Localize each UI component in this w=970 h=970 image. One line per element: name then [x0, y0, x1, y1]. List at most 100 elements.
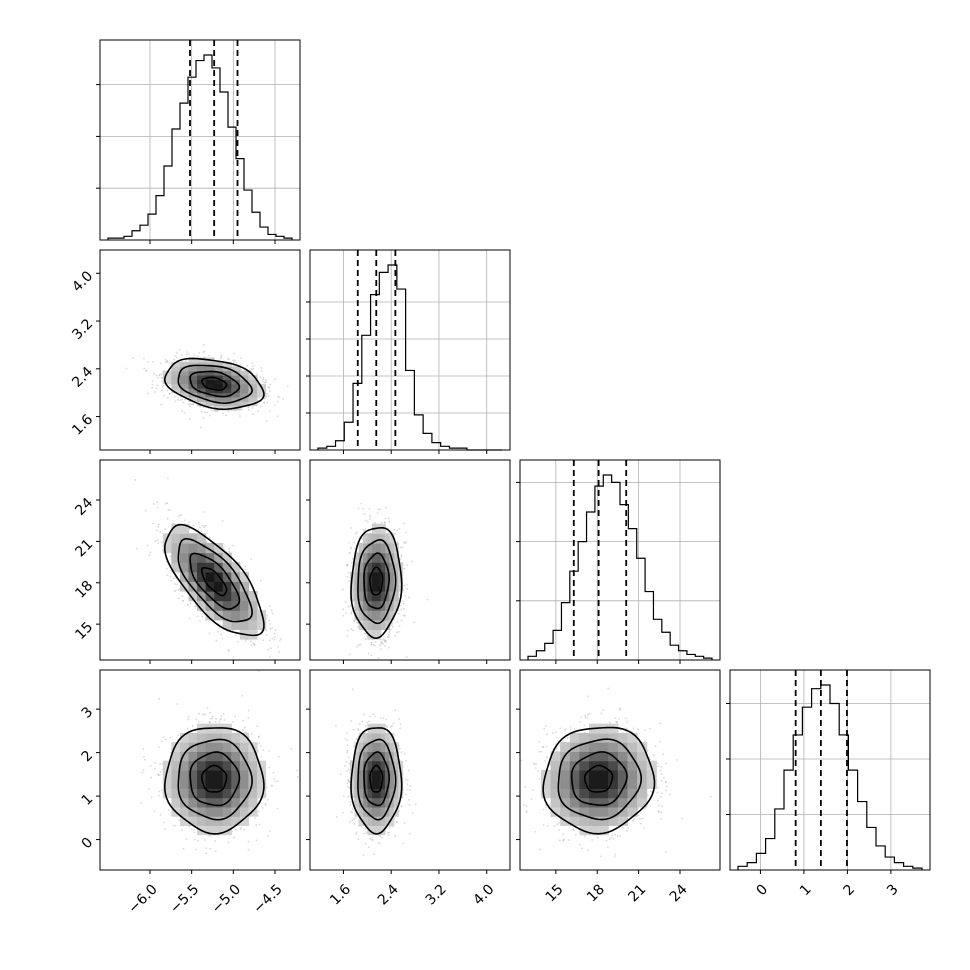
sample-point [156, 501, 158, 504]
sample-point [262, 376, 265, 379]
sample-point [387, 646, 390, 649]
sample-point [349, 605, 352, 607]
sample-point [160, 403, 163, 406]
sample-point [239, 357, 242, 360]
sample-point [151, 386, 154, 389]
sample-point [271, 612, 274, 615]
density-bin [205, 370, 215, 376]
density-bin [205, 562, 215, 573]
sample-point [244, 565, 247, 568]
density-bin [171, 388, 181, 394]
density-bin [171, 533, 181, 544]
density-bin [222, 361, 232, 367]
sample-point [146, 361, 149, 363]
sample-point [188, 617, 191, 620]
histogram-step-line [527, 474, 713, 660]
sample-point [259, 376, 262, 378]
sample-point [273, 638, 276, 641]
density-bin [371, 571, 377, 582]
density-bin [188, 562, 198, 573]
sample-point [346, 575, 349, 578]
density-bin [371, 552, 377, 563]
density-bin [197, 370, 207, 376]
sample-point [176, 356, 178, 359]
sample-point [250, 558, 253, 561]
sample-point [384, 640, 387, 643]
density-bin [389, 542, 395, 554]
density-bin [231, 581, 241, 592]
sample-point [347, 571, 350, 574]
contour-line [363, 552, 390, 610]
sample-point [196, 615, 199, 618]
density-bin [222, 379, 232, 385]
sample-point [406, 564, 408, 566]
density-bin [376, 533, 382, 544]
density-bin [371, 619, 377, 631]
density-bin [367, 533, 373, 544]
density-bin [248, 383, 258, 389]
sample-point [225, 414, 227, 417]
sample-point [210, 409, 213, 412]
sample-point [157, 526, 160, 528]
density-bin [197, 581, 207, 592]
density-bin [363, 571, 369, 582]
sample-point [185, 353, 188, 356]
sample-point [260, 370, 263, 373]
density-bin [389, 610, 395, 621]
sample-point [199, 426, 202, 429]
sample-point [396, 620, 399, 623]
density-bin [197, 590, 207, 602]
density-bin [239, 581, 249, 592]
sample-point [377, 657, 380, 659]
sample-point [203, 350, 206, 353]
sample-point [166, 502, 169, 504]
histogram-background [310, 250, 510, 450]
sample-point [251, 368, 254, 370]
axes-frame [99, 39, 301, 241]
sample-point [201, 613, 204, 615]
density-bin [354, 571, 360, 582]
sample-point [349, 546, 352, 549]
sample-point [368, 508, 371, 510]
sample-point [405, 656, 408, 659]
sample-point [364, 638, 367, 641]
sample-point [239, 415, 241, 418]
sample-point [344, 612, 347, 615]
sample-point [346, 629, 349, 632]
density-bin [239, 590, 249, 602]
sample-point [400, 619, 403, 622]
sample-point [166, 396, 169, 399]
density-bin [222, 562, 232, 573]
sample-point [151, 380, 154, 383]
sample-point [177, 399, 180, 401]
sample-point [145, 369, 148, 372]
sample-point [179, 514, 181, 517]
density-bin [385, 590, 391, 602]
sample-point [265, 420, 268, 422]
sample-point [410, 560, 413, 563]
density-bin [376, 619, 382, 631]
density-bin [393, 552, 399, 563]
sample-point [378, 644, 381, 647]
density-bin [231, 383, 241, 389]
histogram-step-line [737, 684, 923, 870]
density-bin [197, 374, 207, 380]
density-bin [197, 392, 207, 398]
density-bin [197, 366, 207, 372]
sample-point [250, 368, 253, 370]
density-bin [380, 619, 386, 631]
sample-point [394, 532, 397, 535]
density-bin [376, 562, 382, 573]
sample-point [348, 541, 351, 544]
sample-point [199, 405, 202, 408]
density-bin [248, 610, 258, 621]
sample-point [166, 517, 169, 520]
sample-point [161, 389, 163, 392]
sample-point [259, 579, 262, 582]
sample-point [173, 590, 176, 592]
sample-point [367, 652, 370, 655]
sample-point [405, 583, 408, 586]
sample-point [192, 524, 195, 527]
density-bin [171, 542, 181, 554]
sample-point [278, 640, 281, 642]
